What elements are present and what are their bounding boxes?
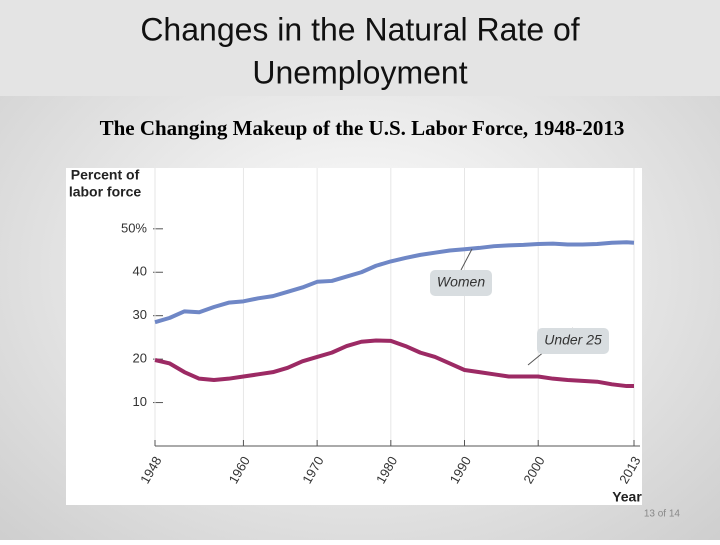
callout-leader (460, 248, 473, 271)
slide-title: Unemployment (252, 54, 467, 90)
line (154, 240, 635, 325)
y-tick-label: 10 (133, 394, 147, 409)
legend-label: Women (437, 274, 485, 290)
page-number: 13 of 14 (644, 509, 681, 520)
line (154, 338, 634, 389)
callout-box (537, 328, 609, 354)
y-tick-label: 20 (133, 351, 147, 366)
y-tick-label: 50% (121, 220, 147, 235)
callout-box (430, 270, 492, 296)
legend-label: Under 25 (544, 332, 602, 348)
x-axis-label: Year (612, 489, 642, 505)
y-tick-label: 40 (133, 264, 147, 279)
slide-title: Changes in the Natural Rate of (140, 11, 579, 47)
y-axis-label: labor force (69, 184, 142, 200)
y-tick-label: 30 (133, 307, 147, 322)
y-axis-label: Percent of (71, 167, 140, 183)
slide-subtitle: The Changing Makeup of the U.S. Labor Fo… (100, 116, 625, 140)
title-band (0, 0, 720, 96)
